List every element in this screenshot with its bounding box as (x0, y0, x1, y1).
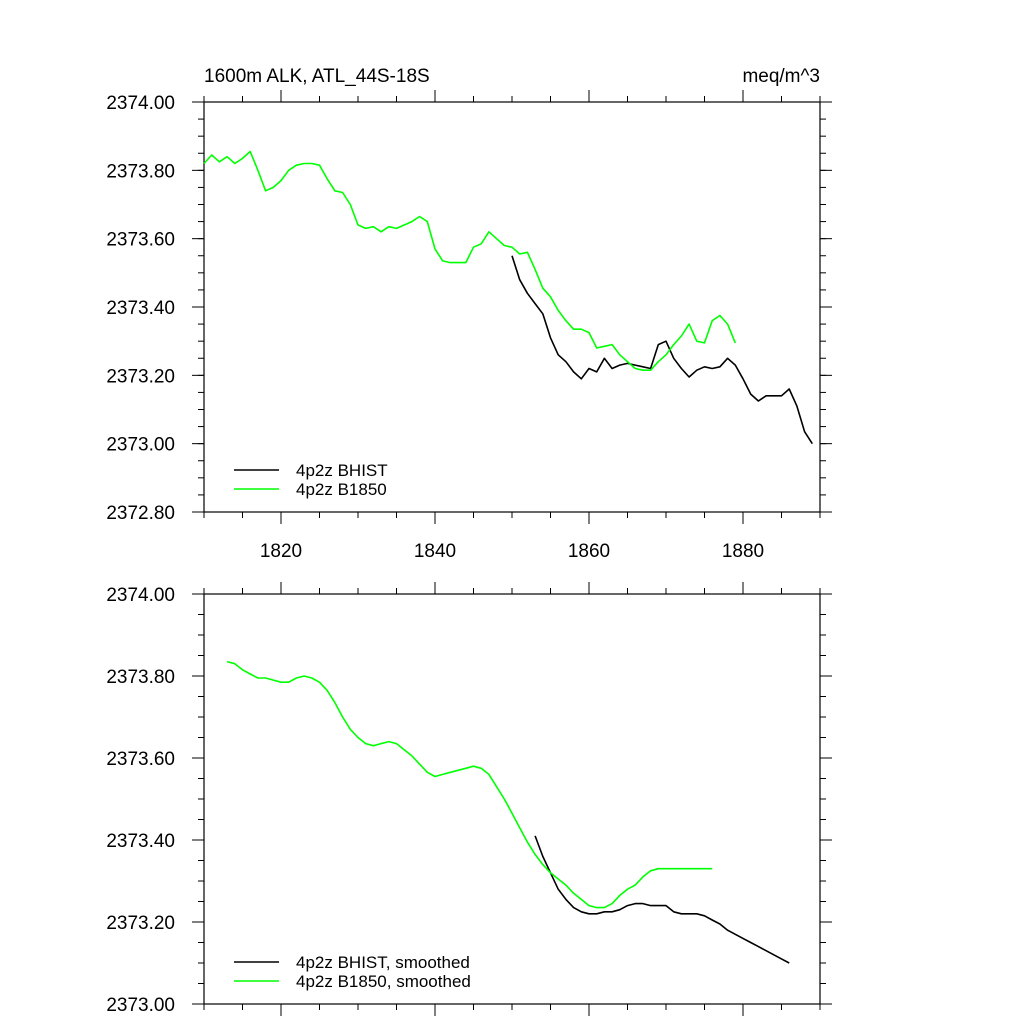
bottom-panel: 2373.00 2373.20 2373.40 2373.60 2373.80 2374.… (106, 582, 832, 1016)
y-tick-label: 2373.60 (106, 749, 175, 770)
legend-label: 4p2z BHIST, smoothed (296, 953, 470, 972)
legend-label: 4p2z B1850, smoothed (296, 972, 471, 991)
legend-label: 4p2z B1850 (296, 480, 387, 499)
legend-label: 4p2z BHIST (296, 461, 388, 480)
y-tick-label: 2373.40 (106, 831, 175, 852)
y-tick-label: 2373.20 (106, 366, 175, 387)
y-tick-label: 2373.00 (106, 435, 175, 456)
series-line (226, 660, 713, 909)
y-tick-label: 2373.20 (106, 913, 175, 934)
x-tick-label: 1820 (260, 541, 302, 562)
chart-title: 1600m ALK, ATL_44S-18S (204, 66, 430, 87)
y-tick-label: 2373.80 (106, 667, 175, 688)
y-tick-label: 2373.80 (106, 161, 175, 182)
plot-frame (203, 101, 821, 513)
series-line (203, 150, 737, 372)
top-panel: 1820 1840 1860 1880 2372.80 2373.00 2373.20 237… (106, 90, 832, 562)
x-tick-label: 1860 (568, 541, 610, 562)
plot-frame (203, 593, 821, 1005)
series-line (511, 255, 813, 445)
x-tick-label: 1880 (722, 541, 764, 562)
y-tick-label: 2373.40 (106, 298, 175, 319)
y-tick-label: 2373.60 (106, 230, 175, 251)
y-tick-label: 2374.00 (106, 93, 175, 114)
y-tick-label: 2372.80 (106, 503, 175, 524)
chart-units: meq/m^3 (742, 66, 820, 87)
x-tick-label: 1840 (414, 541, 456, 562)
y-tick-label: 2374.00 (106, 585, 175, 606)
series-line (534, 835, 790, 964)
y-tick-label: 2373.00 (106, 995, 175, 1016)
